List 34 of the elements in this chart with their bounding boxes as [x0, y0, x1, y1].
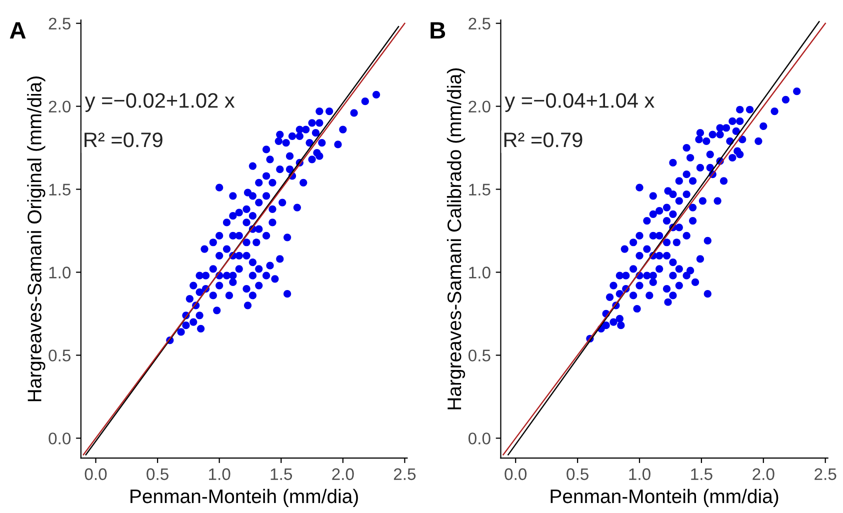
x-tick-label: 0.5	[146, 468, 168, 480]
x-axis-title: Penman-Monteih (mm/dia)	[550, 488, 778, 508]
y-tick-label: 0.5	[48, 350, 71, 362]
annotation: R² =0.79	[84, 132, 162, 148]
y-tick-label: 2.0	[48, 100, 71, 113]
annotation: R² =0.79	[504, 132, 582, 148]
y-axis-title: Hargreaves-Samani Original (mm/dia)	[27, 76, 46, 402]
x-axis-title: Penman-Monteih (mm/dia)	[130, 488, 358, 508]
x-tick-label: 2.0	[752, 468, 774, 480]
x-tick-label: 1.0	[629, 468, 650, 480]
y-tick-label: 1.0	[469, 266, 490, 278]
x-tick-label: 1.5	[691, 468, 712, 480]
chart-title: B	[430, 22, 446, 38]
y-tick-label: 2.0	[468, 100, 490, 113]
chart-title: A	[10, 22, 26, 38]
x-tick-label: 0.0	[84, 468, 107, 480]
y-tick-label: 2.5	[468, 18, 490, 30]
y-tick-label: 1.0	[49, 266, 71, 278]
annotation: y =−0.04+1.04 x	[504, 93, 654, 112]
x-tick-label: 0.5	[566, 468, 588, 480]
x-tick-label: 2.5	[814, 468, 836, 480]
x-tick-label: 0.0	[504, 468, 527, 480]
y-tick-label: 0.0	[48, 432, 71, 444]
annotation: y =−0.02+1.02 x	[84, 93, 235, 112]
x-tick-label: 1.5	[270, 468, 292, 480]
y-tick-label: 1.5	[469, 184, 490, 196]
y-tick-label: 1.5	[49, 184, 71, 196]
x-tick-label: 2.5	[394, 468, 416, 480]
x-tick-label: 1.0	[209, 468, 230, 480]
y-tick-label: 0.5	[468, 350, 490, 362]
y-axis-title: Hargreaves-Samani Calibrado (mm/dia)	[446, 68, 466, 410]
y-tick-label: 2.5	[48, 18, 71, 30]
y-tick-label: 0.0	[468, 432, 490, 444]
x-tick-label: 2.0	[332, 468, 354, 480]
